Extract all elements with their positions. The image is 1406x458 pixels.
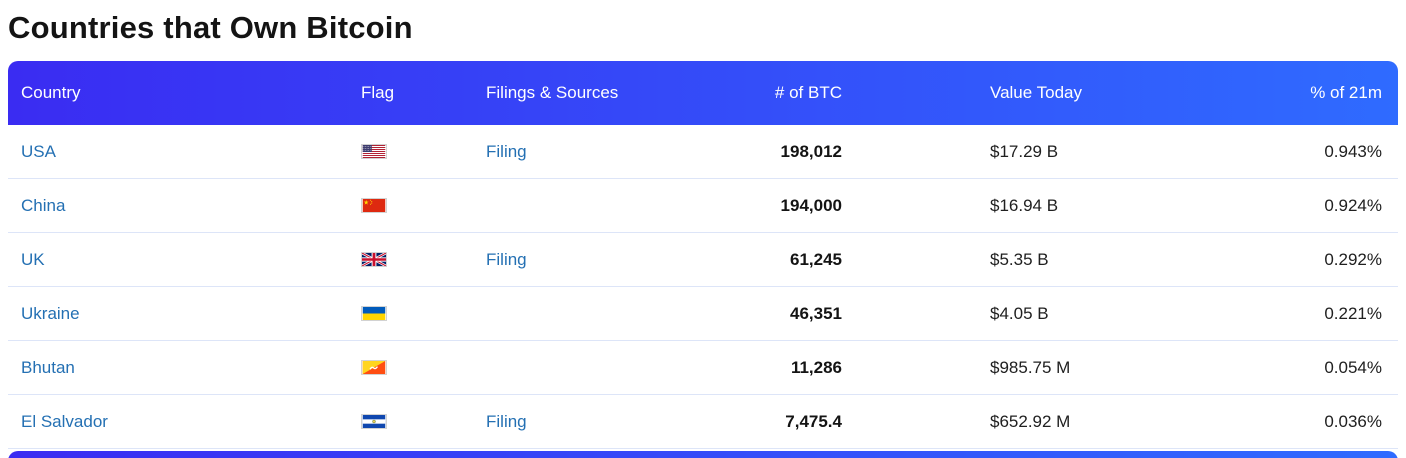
column-header-pct: % of 21m <box>1310 83 1382 102</box>
page-title: Countries that Own Bitcoin <box>8 10 413 45</box>
flag-cell <box>353 414 473 429</box>
country-link[interactable]: Ukraine <box>21 303 80 323</box>
flag-cell <box>353 144 473 159</box>
bhutan-flag-icon <box>361 360 387 375</box>
pct-of-21m: 0.943% <box>1324 141 1382 161</box>
value-today: $17.29 B <box>990 141 1059 161</box>
country-cell: UK <box>8 250 353 270</box>
btc-amount: 46,351 <box>790 303 842 323</box>
btc-amount: 11,286 <box>790 357 842 377</box>
column-header-flag: Flag <box>361 83 395 102</box>
value-today: $5.35 B <box>990 249 1049 269</box>
table-row: USA <box>8 125 1398 179</box>
ukraine-flag-icon <box>361 306 387 321</box>
flag-cell <box>353 360 473 375</box>
column-header-country: Country <box>21 83 81 102</box>
value-today: $16.94 B <box>990 195 1059 215</box>
flag-cell <box>353 306 473 321</box>
value-today: $985.75 M <box>990 357 1071 377</box>
usa-flag-icon <box>361 144 387 159</box>
value-today: $4.05 B <box>990 303 1049 323</box>
country-link[interactable]: Bhutan <box>21 357 75 377</box>
china-flag-icon <box>361 198 387 213</box>
next-table-header-strip <box>8 451 1398 458</box>
btc-amount: 61,245 <box>790 249 842 269</box>
table-row: Ukraine 46,351 $4.05 B 0.221% <box>8 287 1398 341</box>
country-link[interactable]: USA <box>21 141 56 161</box>
column-header-btc: # of BTC <box>774 83 842 102</box>
flag-cell <box>353 252 473 267</box>
table-row: UK Filing 61,245 $5.35 B 0.292% <box>8 233 1398 287</box>
country-cell: Ukraine <box>8 304 353 324</box>
btc-amount: 194,000 <box>780 195 842 215</box>
country-link[interactable]: El Salvador <box>21 411 108 431</box>
pct-of-21m: 0.036% <box>1324 411 1382 431</box>
column-header-value: Value Today <box>990 83 1082 102</box>
table-row: China 194,000 $16.94 B 0.924% <box>8 179 1398 233</box>
filing-link[interactable]: Filing <box>486 411 527 431</box>
btc-amount: 7,475.4 <box>785 411 842 431</box>
table-row: Bhutan 11,286 $985.75 M 0.054% <box>8 341 1398 395</box>
table-header-row: Country Flag Filings & Sources # of BTC … <box>8 61 1398 125</box>
pct-of-21m: 0.924% <box>1324 195 1382 215</box>
filing-link[interactable]: Filing <box>486 141 527 161</box>
country-cell: El Salvador <box>8 412 353 432</box>
flag-cell <box>353 198 473 213</box>
filing-cell: Filing <box>473 142 760 162</box>
column-header-filings: Filings & Sources <box>486 83 619 102</box>
el-salvador-flag-icon <box>361 414 387 429</box>
country-cell: USA <box>8 142 353 162</box>
value-today: $652.92 M <box>990 411 1071 431</box>
table-row: El Salvador Filing 7,475.4 $652.92 M 0.0… <box>8 395 1398 449</box>
country-cell: China <box>8 196 353 216</box>
country-cell: Bhutan <box>8 358 353 378</box>
filing-cell: Filing <box>473 250 760 270</box>
pct-of-21m: 0.054% <box>1324 357 1382 377</box>
uk-flag-icon <box>361 252 387 267</box>
pct-of-21m: 0.221% <box>1324 303 1382 323</box>
country-link[interactable]: China <box>21 195 66 215</box>
btc-amount: 198,012 <box>780 141 842 161</box>
country-link[interactable]: UK <box>21 249 45 269</box>
pct-of-21m: 0.292% <box>1324 249 1382 269</box>
filing-link[interactable]: Filing <box>486 249 527 269</box>
filing-cell: Filing <box>473 412 760 432</box>
countries-table: Country Flag Filings & Sources # of BTC … <box>8 61 1398 458</box>
